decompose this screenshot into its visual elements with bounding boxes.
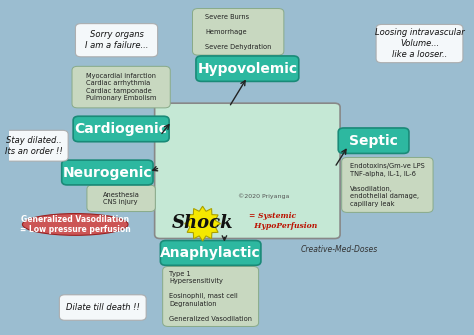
Text: Septic: Septic xyxy=(349,134,398,148)
Text: Dilate till death !!: Dilate till death !! xyxy=(66,303,140,312)
Text: Sorry organs
I am a failure...: Sorry organs I am a failure... xyxy=(85,30,148,50)
FancyBboxPatch shape xyxy=(75,24,158,57)
Text: Anaphylactic: Anaphylactic xyxy=(160,246,261,260)
FancyBboxPatch shape xyxy=(87,185,155,212)
FancyBboxPatch shape xyxy=(155,103,340,239)
Text: ©2020 Priyanga: ©2020 Priyanga xyxy=(238,193,289,199)
FancyBboxPatch shape xyxy=(376,24,463,63)
Text: Myocardial infarction
Cardiac arrhythmia
Cardiac tamponade
Pulmonary Embolism: Myocardial infarction Cardiac arrhythmia… xyxy=(86,73,156,102)
FancyBboxPatch shape xyxy=(73,116,169,142)
Text: Anesthesia
CNS injury: Anesthesia CNS injury xyxy=(103,192,139,205)
FancyBboxPatch shape xyxy=(163,267,259,326)
Ellipse shape xyxy=(22,214,128,236)
FancyBboxPatch shape xyxy=(160,241,261,265)
Text: Creative-Med-Doses: Creative-Med-Doses xyxy=(301,245,378,254)
FancyBboxPatch shape xyxy=(192,9,284,55)
FancyBboxPatch shape xyxy=(72,66,170,108)
Text: Stay dilated..
Its an order !!: Stay dilated.. Its an order !! xyxy=(5,136,63,155)
Text: Hypovolemic: Hypovolemic xyxy=(197,62,297,76)
FancyBboxPatch shape xyxy=(338,128,409,153)
Polygon shape xyxy=(185,206,220,241)
Text: Neurogenic: Neurogenic xyxy=(63,165,152,180)
Text: Severe Burns

Hemorrhage

Severe Dehydration: Severe Burns Hemorrhage Severe Dehydrati… xyxy=(205,14,272,50)
FancyBboxPatch shape xyxy=(59,295,146,320)
Text: Type 1
Hypersensitivity

Eosinophil, mast cell
Degranulation

Generalized Vasodi: Type 1 Hypersensitivity Eosinophil, mast… xyxy=(169,271,252,322)
FancyBboxPatch shape xyxy=(62,160,153,185)
FancyBboxPatch shape xyxy=(0,130,68,161)
Text: Cardiogenic: Cardiogenic xyxy=(75,122,168,136)
Text: Loosing intravascular
Volume...
like a looser..: Loosing intravascular Volume... like a l… xyxy=(374,28,465,59)
Text: = Systemic
  HypoPerfusion: = Systemic HypoPerfusion xyxy=(249,212,317,230)
Text: Generalized Vasodilation
= Low pressure perfusion: Generalized Vasodilation = Low pressure … xyxy=(20,215,131,234)
FancyBboxPatch shape xyxy=(342,157,433,212)
Text: Shock: Shock xyxy=(172,214,233,232)
FancyBboxPatch shape xyxy=(196,56,299,81)
Text: Endotoxins/Gm-ve LPS
TNF-alpha, IL-1, IL-6

Vasodilation,
endothelial damage,
ca: Endotoxins/Gm-ve LPS TNF-alpha, IL-1, IL… xyxy=(350,163,425,207)
